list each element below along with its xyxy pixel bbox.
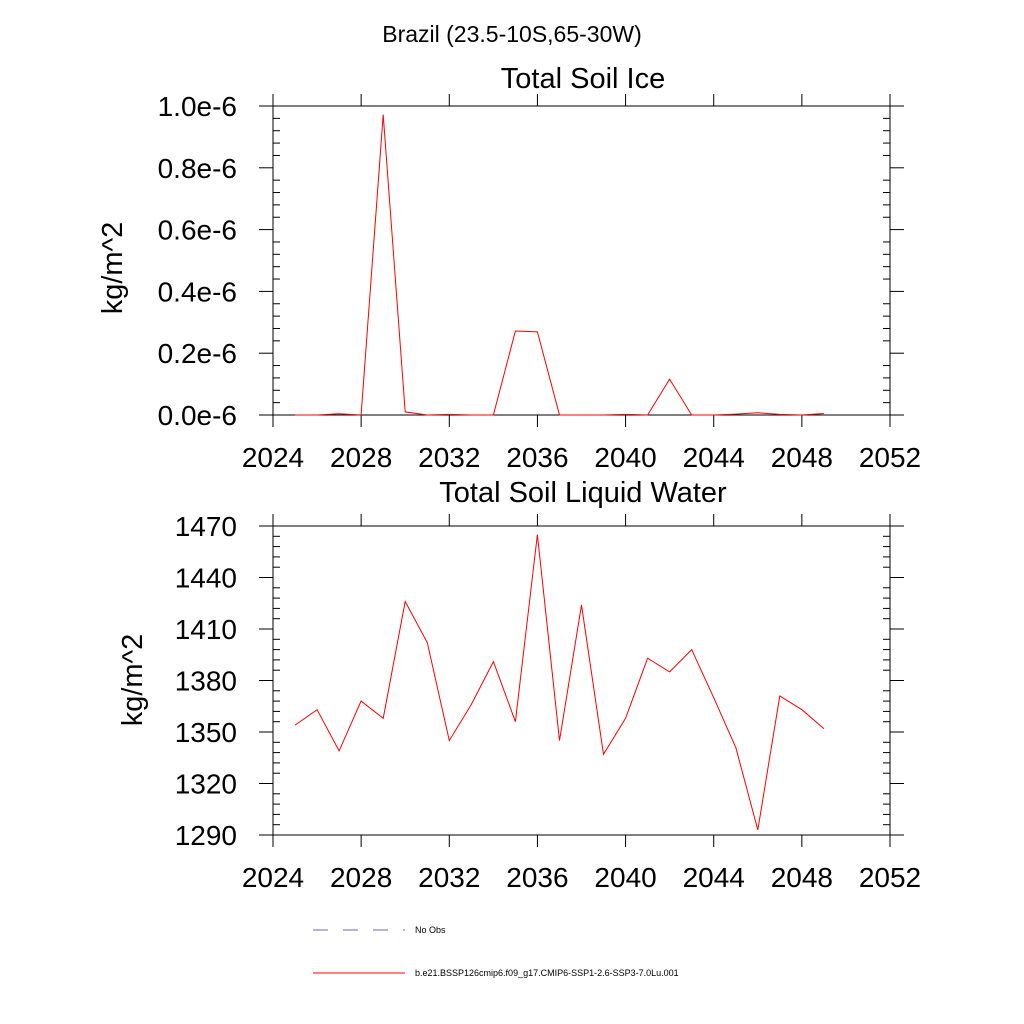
legend: No Obs b.e21.BSSP126cmip6.f09_g17.CMIP6-… xyxy=(313,925,679,978)
axis-ticks: 2024 2028 2032 2036 2040 2044 2048 2052 1290 1320… xyxy=(175,511,921,893)
plot-frame xyxy=(272,105,891,416)
series-line xyxy=(294,534,825,831)
axis-ticks: 2024 2028 2032 2036 2040 2044 2048 2052 0.0e-6 0.… xyxy=(158,91,922,473)
x-tick-label: 2044 xyxy=(683,862,745,893)
panel-title: Total Soil Liquid Water xyxy=(439,477,727,509)
y-tick-label: 1290 xyxy=(175,820,237,851)
y-axis-label: kg/m^2 xyxy=(97,222,129,315)
y-tick-label: 1350 xyxy=(175,717,237,748)
x-tick-label: 2024 xyxy=(242,862,304,893)
x-tick-label: 2040 xyxy=(594,442,656,473)
x-tick-label: 2028 xyxy=(330,442,392,473)
y-tick-label: 1380 xyxy=(175,666,237,697)
x-tick-label: 2036 xyxy=(506,862,568,893)
x-tick-label: 2044 xyxy=(683,442,745,473)
series-marks xyxy=(294,534,825,831)
figure-suptitle: Brazil (23.5-10S,65-30W) xyxy=(382,21,642,47)
x-tick-label: 2048 xyxy=(771,862,833,893)
plot-frame xyxy=(272,525,891,836)
x-tick-label: 2048 xyxy=(771,442,833,473)
y-tick-label: 0.0e-6 xyxy=(158,400,237,431)
y-tick-label: 0.4e-6 xyxy=(158,276,237,307)
x-tick-label: 2052 xyxy=(859,442,921,473)
legend-label: b.e21.BSSP126cmip6.f09_g17.CMIP6-SSP1-2.… xyxy=(415,968,679,978)
y-tick-label: 1410 xyxy=(175,614,237,645)
y-tick-label: 0.6e-6 xyxy=(158,215,237,246)
legend-item-obs: No Obs xyxy=(313,925,446,935)
x-tick-label: 2032 xyxy=(418,862,480,893)
legend-label: No Obs xyxy=(415,925,446,935)
y-axis-label: kg/m^2 xyxy=(117,634,149,727)
panel-soil-ice: Total Soil Ice kg/m^2 2024 2028 2032 2036 20… xyxy=(97,63,921,473)
series-marks xyxy=(295,114,824,416)
panel-soil-liquid-water: Total Soil Liquid Water kg/m^2 2024 2028 2… xyxy=(117,477,921,893)
x-tick-label: 2036 xyxy=(506,442,568,473)
x-tick-label: 2052 xyxy=(859,862,921,893)
y-tick-label: 1320 xyxy=(175,769,237,800)
x-tick-label: 2040 xyxy=(594,862,656,893)
y-tick-label: 1470 xyxy=(175,511,237,542)
x-tick-label: 2024 xyxy=(242,442,304,473)
x-tick-label: 2032 xyxy=(418,442,480,473)
y-tick-label: 1.0e-6 xyxy=(158,91,237,122)
x-tick-label: 2028 xyxy=(330,862,392,893)
y-tick-label: 0.8e-6 xyxy=(158,153,237,184)
series-line xyxy=(295,114,824,416)
legend-item-model: b.e21.BSSP126cmip6.f09_g17.CMIP6-SSP1-2.… xyxy=(313,968,679,978)
y-tick-label: 0.2e-6 xyxy=(158,338,237,369)
panel-title: Total Soil Ice xyxy=(501,63,665,95)
y-tick-label: 1440 xyxy=(175,563,237,594)
